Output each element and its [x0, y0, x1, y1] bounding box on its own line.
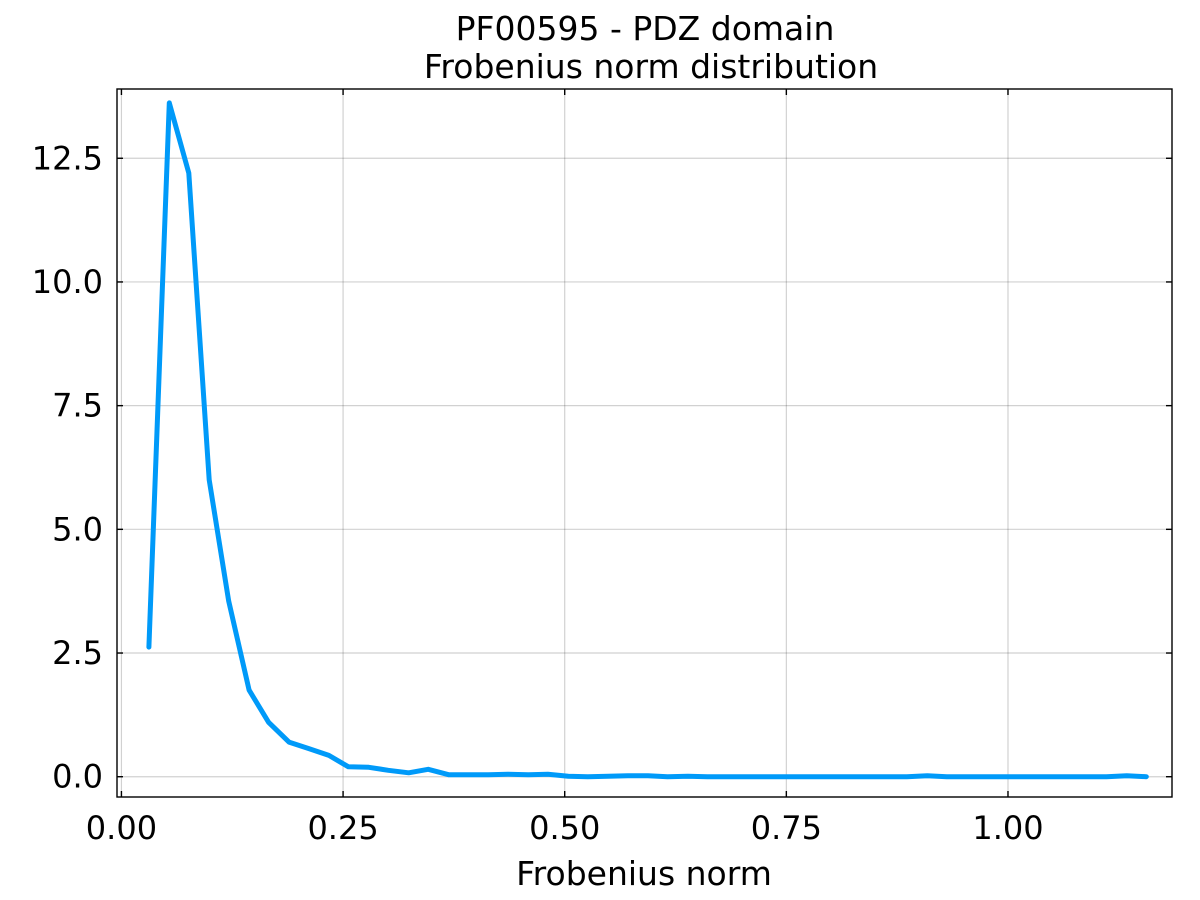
y-tick-label: 10.0	[32, 263, 103, 301]
y-tick-label: 7.5	[52, 387, 103, 425]
x-tick-label: 0.50	[529, 809, 600, 847]
axis-ticks: 0.00 0.25 0.50 0.75 1.00 0.0 2.5 5.0 7.5 10.0 12.5	[32, 89, 1172, 847]
series-layer	[146, 100, 1149, 780]
x-tick-label: 0.25	[307, 809, 378, 847]
y-tick-label: 0.0	[52, 758, 103, 796]
x-axis-label: Frobenius norm	[516, 854, 772, 893]
grid	[117, 89, 1172, 797]
x-tick-label: 1.00	[972, 809, 1043, 847]
y-tick-label: 5.0	[52, 510, 103, 548]
chart-title-line-2: Frobenius norm distribution	[424, 47, 878, 86]
plot-frame	[116, 88, 1173, 798]
chart-title-line-1: PF00595 - PDZ domain	[456, 9, 835, 48]
y-tick-label: 2.5	[52, 634, 103, 672]
series-line-0	[146, 100, 1149, 780]
x-tick-label: 0.00	[86, 809, 157, 847]
y-tick-label: 12.5	[32, 139, 103, 177]
x-tick-label: 0.75	[751, 809, 822, 847]
